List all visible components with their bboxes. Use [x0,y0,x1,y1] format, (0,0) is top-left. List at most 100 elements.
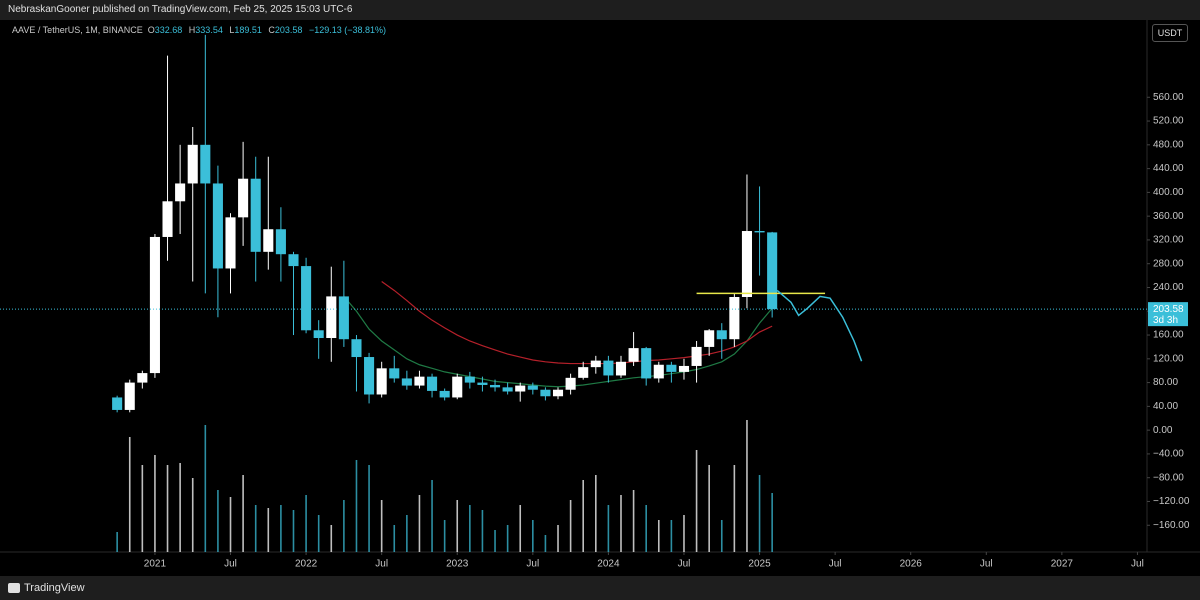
candle-body [364,357,375,395]
y-tick-label: 520.00 [1153,116,1184,127]
candle-body [124,382,135,410]
candle-body [439,390,450,398]
volume-bar [443,520,446,552]
footer: TradingView [0,576,1200,600]
candle-body [389,368,400,379]
volume-bar [179,463,181,552]
candle-body [326,296,337,339]
candle-body [452,376,463,398]
candle-body [678,365,690,372]
volume-bar [191,478,194,552]
volume-bar [544,535,547,552]
volume-bar [695,450,698,552]
candle-body [741,231,752,297]
volume-bar [330,525,333,552]
publish-text: NebraskanGooner published on TradingView… [8,4,353,15]
volume-bar [595,475,597,552]
x-tick-label: Jul [1131,559,1144,570]
candle-body [464,376,475,383]
candle-body [427,376,438,391]
x-tick-label: Jul [829,559,842,570]
volume-bar [481,510,484,552]
x-tick-label: Jul [526,559,539,570]
volume-bar [670,520,673,552]
volume-bar [217,490,219,552]
volume-bar [657,520,660,552]
y-tick-label: 80.00 [1153,377,1178,388]
candle-body [288,254,299,267]
volume-bar [166,465,169,552]
candle-body [502,387,513,392]
x-tick-label: 2022 [295,559,318,570]
ohlc-label: C [268,25,275,35]
volume-bar [582,480,585,552]
x-tick-label: 2027 [1051,559,1074,570]
currency-button[interactable]: USDT [1152,24,1188,42]
volume-bar [204,425,207,552]
volume-bar [267,508,270,552]
candle-body [187,144,198,184]
candle-body [540,389,551,397]
candle-body [477,382,488,385]
y-tick-label: −80.00 [1153,472,1184,483]
volume-bar [393,525,396,552]
candle-body [175,183,186,202]
price-tag-countdown: 3d 3h [1153,315,1178,326]
y-tick-label: 560.00 [1153,92,1184,103]
candle-body [691,346,702,366]
candle-body [704,330,715,347]
y-tick-label: −160.00 [1153,520,1190,531]
x-tick-label: Jul [224,559,237,570]
ohlc-value: 203.58 [274,25,303,35]
candle-body [376,368,387,395]
candle-body [552,389,564,397]
y-tick-label: −40.00 [1153,449,1184,460]
x-tick-label: 2023 [446,559,469,570]
y-tick-label: 360.00 [1153,211,1184,222]
y-tick-label: 280.00 [1153,258,1184,269]
volume-bar [607,505,610,552]
candle-body [641,348,652,379]
y-tick-label: 40.00 [1153,401,1178,412]
x-tick-label: 2025 [748,559,771,570]
candle-body [263,229,274,252]
x-tick-label: 2024 [597,559,620,570]
ohlc-label: O [147,25,155,35]
candle-body [212,183,223,269]
volume-bar [746,420,748,552]
volume-bar [141,465,144,552]
y-tick-label: 160.00 [1153,330,1184,341]
candle-body [238,178,249,218]
volume-bar [280,505,282,552]
volume-bar [355,460,358,552]
volume-bar [645,505,647,552]
candle-body [603,360,614,376]
candle-body [590,360,601,368]
price-tag-value: 203.58 [1153,304,1184,315]
volume-bar [242,475,244,552]
ohlc-label: H [188,25,196,35]
volume-bar [758,475,761,552]
change: −129.13 (−38.81%) [308,25,387,35]
volume-bar [720,520,723,552]
candle-body [615,361,627,376]
y-tick-label: 0.00 [1153,425,1173,436]
volume-bar [406,515,408,552]
candle-body [527,385,538,390]
candle-body [729,296,740,340]
ohlc-label: L [229,25,235,35]
candle-body [489,384,501,388]
candle-body [754,231,765,233]
ohlc-value: 332.68 [154,25,183,35]
volume-bar [154,455,156,552]
volume-bar [368,465,370,552]
candle-body [200,144,211,184]
volume-bar [343,500,345,552]
y-tick-label: 320.00 [1153,235,1184,246]
y-tick-label: 480.00 [1153,139,1184,150]
volume-bar [683,515,685,552]
volume-bar [431,480,433,552]
x-tick-label: 2026 [900,559,923,570]
